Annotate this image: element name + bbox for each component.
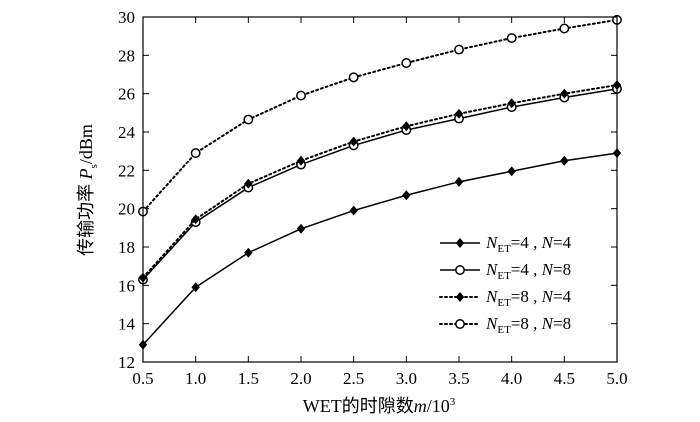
- data-point-diamond: [560, 155, 569, 166]
- x-tick-label: 1.5: [238, 369, 259, 388]
- y-tick-label: 16: [118, 276, 135, 295]
- data-point-diamond: [454, 176, 464, 187]
- legend-entry: NET=8 , N=8: [439, 314, 571, 336]
- data-point-diamond: [296, 223, 306, 234]
- data-point-diamond: [349, 136, 358, 147]
- y-tick-label: 18: [118, 238, 135, 257]
- data-point-diamond: [191, 214, 200, 225]
- series-line: [142, 84, 618, 279]
- legend-label: NET=8 , N=4: [485, 287, 572, 309]
- data-point-circle: [401, 58, 412, 68]
- x-tick-label: 5.0: [606, 369, 627, 388]
- data-point-diamond: [507, 98, 516, 109]
- x-tick-label: 2.5: [343, 369, 364, 388]
- y-tick-label: 14: [118, 315, 136, 334]
- series-layer: [138, 14, 622, 350]
- y-tick-label: 28: [118, 46, 135, 65]
- series-line: [142, 88, 618, 281]
- x-tick-label: 3.5: [448, 369, 469, 388]
- data-point-circle: [243, 114, 254, 125]
- data-point-circle: [455, 319, 465, 329]
- legend-entry: NET=8 , N=4: [439, 287, 572, 309]
- y-tick-label: 12: [118, 353, 135, 372]
- legend-sample: [440, 265, 480, 275]
- legend-sample: [440, 238, 480, 248]
- data-point-circle: [190, 148, 201, 159]
- y-tick-label: 22: [118, 161, 135, 180]
- data-point-diamond: [296, 155, 306, 166]
- x-tick-label: 4.0: [501, 369, 522, 388]
- data-point-circle: [348, 72, 359, 83]
- x-tick-label: 4.5: [554, 369, 575, 388]
- x-tick-label: 0.5: [132, 369, 153, 388]
- legend-entry: NET=4 , N=4: [440, 233, 572, 255]
- legend-label: NET=4 , N=4: [485, 233, 572, 255]
- series-line: [142, 18, 618, 213]
- data-point-diamond: [455, 292, 465, 302]
- data-point-diamond: [244, 178, 253, 189]
- x-tick-label: 1.0: [185, 369, 206, 388]
- data-point-circle: [559, 23, 570, 34]
- series-line: [142, 152, 618, 346]
- y-tick-label: 26: [118, 85, 135, 104]
- axis-ticks: [142, 16, 618, 363]
- legend-label: NET=8 , N=8: [485, 314, 571, 336]
- legend-sample: [439, 319, 481, 329]
- legend-entry: NET=4 , N=8: [440, 260, 571, 282]
- data-point-circle: [454, 44, 464, 55]
- data-point-diamond: [560, 88, 569, 99]
- x-axis-title: WET的时隙数m/103: [303, 396, 456, 416]
- data-point-diamond: [402, 121, 411, 132]
- data-point-circle: [455, 265, 465, 275]
- data-point-diamond: [402, 190, 411, 201]
- y-tick-label: 30: [118, 8, 135, 27]
- series-4: [138, 14, 622, 217]
- data-point-diamond: [454, 108, 464, 119]
- data-point-circle: [506, 33, 517, 44]
- data-point-diamond: [507, 166, 516, 177]
- x-tick-label: 3.0: [396, 369, 417, 388]
- data-point-diamond: [244, 247, 253, 258]
- legend-label: NET=4 , N=8: [485, 260, 571, 282]
- y-tick-label: 20: [118, 200, 135, 219]
- plot-frame: [142, 16, 618, 363]
- x-tick-label: 2.0: [290, 369, 311, 388]
- y-axis-title: 传输功率 Ps/dBm: [76, 124, 100, 256]
- y-tick-label: 24: [118, 123, 136, 142]
- series-2: [138, 83, 622, 285]
- data-point-circle: [296, 90, 306, 101]
- legend: NET=4 , N=4 NET=4 , N=8 NET=8 , N=4 NET=…: [439, 233, 572, 336]
- data-point-diamond: [455, 238, 465, 248]
- data-point-diamond: [349, 205, 358, 216]
- legend-sample: [439, 292, 481, 302]
- tick-labels: 0.5 1.0 1.5 2.0 2.5 3.0 3.5 4.0 4.5 5.0 12 14 16 18 20…: [118, 8, 628, 388]
- data-point-diamond: [191, 282, 200, 293]
